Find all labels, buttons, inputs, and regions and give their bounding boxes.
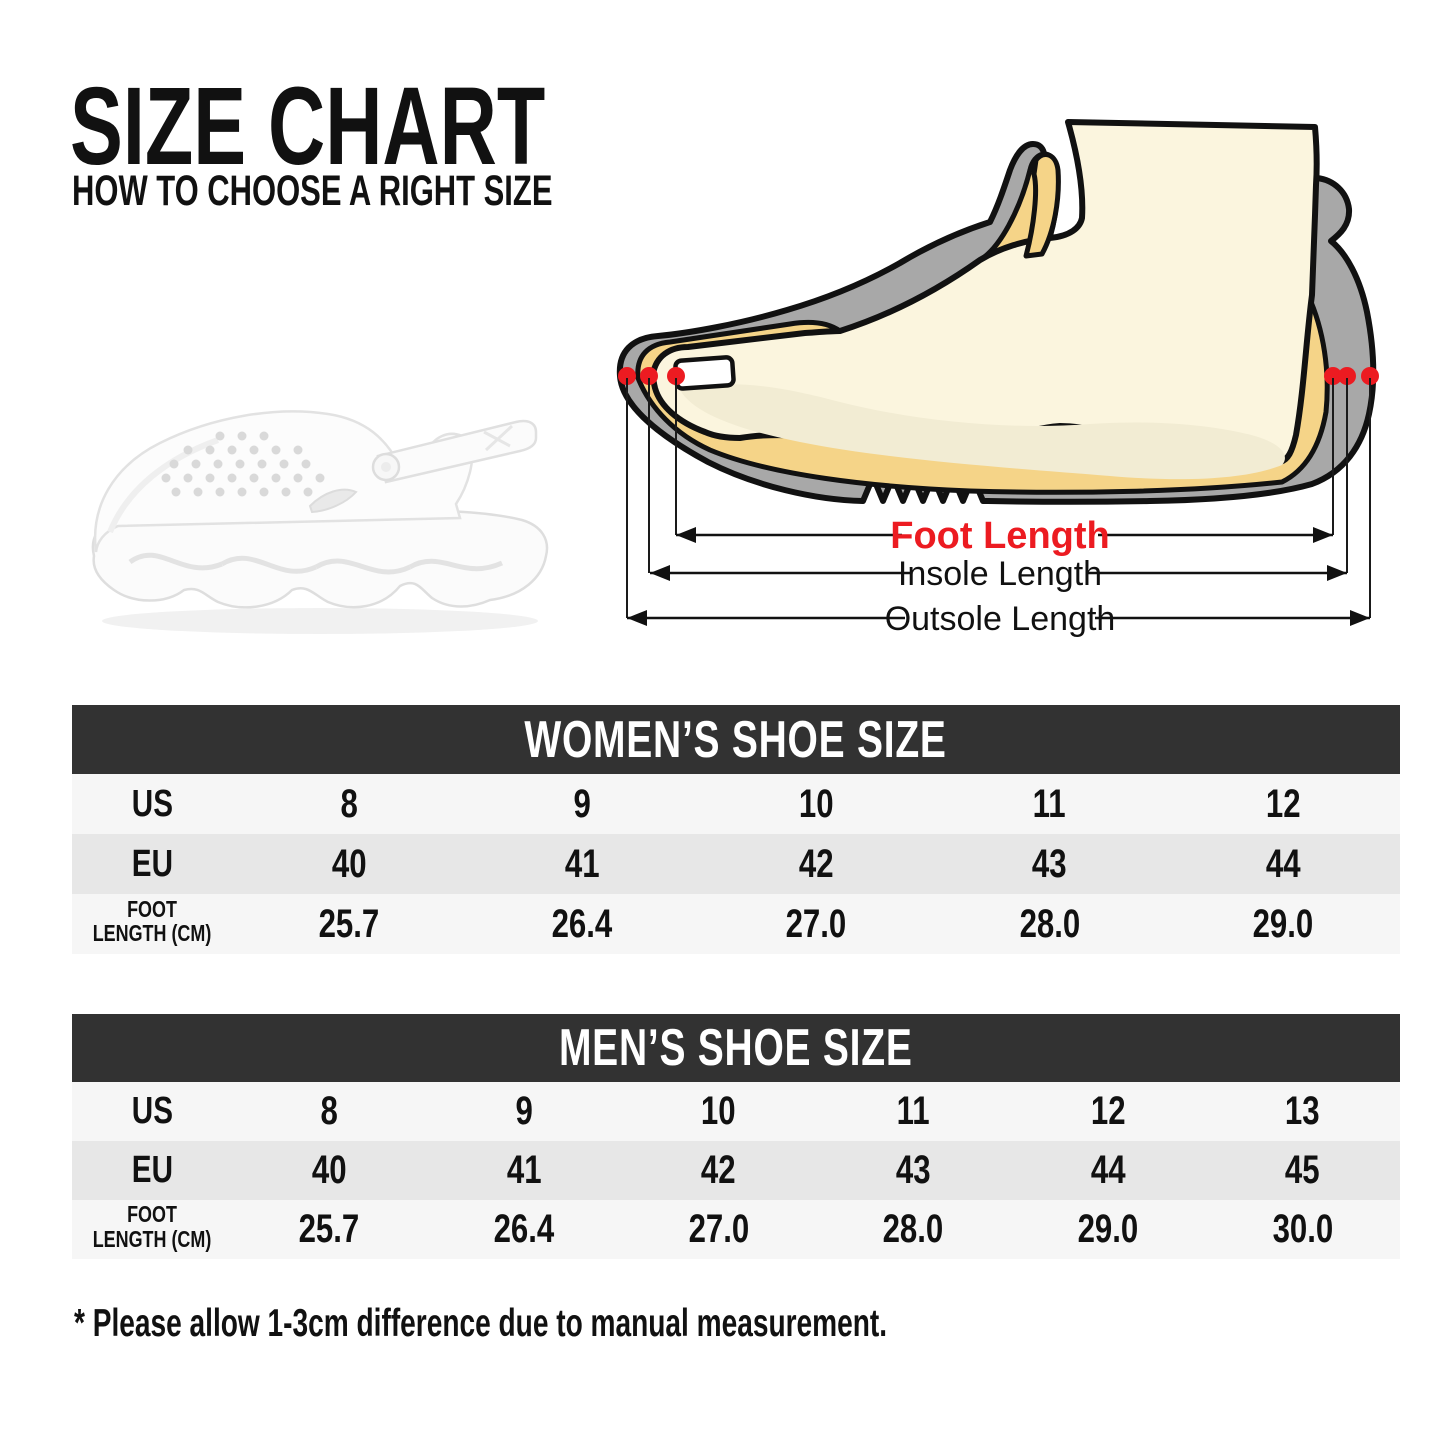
size-value: 40 xyxy=(331,841,367,886)
size-value: 41 xyxy=(565,841,600,886)
outsole-length-label: Outsole Length xyxy=(885,600,1116,638)
size-value: 43 xyxy=(895,1148,931,1192)
size-value: 29.0 xyxy=(1077,1207,1139,1251)
size-row-foot-length (cm): FOOT LENGTH (CM) 25.7 26.4 27.0 28.0 29.0 30.0 xyxy=(72,1200,1400,1259)
foot-sole-shading xyxy=(680,384,1285,480)
foot-measure-diagram: Foot Length Insole Length Outsole Length xyxy=(590,90,1400,650)
women-size-table: WOMEN’S SHOE SIZE US 8 9 10 11 12 EU 40 41 42 43 44… xyxy=(72,705,1400,954)
size-value: 26.4 xyxy=(493,1207,555,1251)
foot-length-label: Foot Length xyxy=(890,515,1109,557)
row-label: EU xyxy=(131,842,173,885)
men-table-title: MEN’S SHOE SIZE xyxy=(559,1019,913,1077)
foot-shape xyxy=(650,119,1320,469)
size-row-eu: EU 40 41 42 43 44 45 xyxy=(72,1141,1400,1200)
vent-holes xyxy=(161,431,325,497)
size-value: 28.0 xyxy=(1019,901,1080,946)
size-value: 8 xyxy=(340,781,358,826)
page-subtitle: HOW TO CHOOSE A RIGHT SIZE xyxy=(72,167,553,215)
size-value: 40 xyxy=(311,1148,347,1192)
size-value: 41 xyxy=(506,1148,542,1192)
size-value: 10 xyxy=(701,1089,737,1133)
row-label: FOOT LENGTH (CM) xyxy=(92,895,212,947)
size-value: 25.7 xyxy=(318,901,380,946)
measure-dots xyxy=(618,367,1379,385)
dimension-arrows xyxy=(627,533,1370,620)
size-value: 45 xyxy=(1285,1148,1321,1192)
clog-shoe-illustration xyxy=(91,410,549,634)
size-value: 11 xyxy=(896,1089,930,1133)
size-value: 26.4 xyxy=(552,901,613,946)
size-value: 30.0 xyxy=(1272,1207,1334,1251)
size-value: 12 xyxy=(1090,1089,1126,1133)
size-value: 9 xyxy=(515,1089,533,1133)
size-value: 29.0 xyxy=(1252,901,1314,946)
size-row-us: US 8 9 10 11 12 xyxy=(72,774,1400,834)
row-label: EU xyxy=(131,1149,173,1191)
men-table-rows: US 8 9 10 11 12 13 EU 40 41 42 43 44 45 FOOT LENGTH (CM… xyxy=(72,1082,1400,1259)
clog-sole xyxy=(91,509,549,609)
foot-diagram-svg: Foot Length Insole Length Outsole Length xyxy=(616,119,1379,638)
size-value: 42 xyxy=(701,1148,737,1192)
size-value: 44 xyxy=(1090,1148,1126,1192)
men-size-table: MEN’S SHOE SIZE US 8 9 10 11 12 13 EU 40 41 42 43 44… xyxy=(72,1014,1400,1259)
size-row-foot-length (cm): FOOT LENGTH (CM) 25.7 26.4 27.0 28.0 29.0 xyxy=(72,894,1400,954)
women-table-header: WOMEN’S SHOE SIZE xyxy=(72,705,1400,774)
arrow-heads xyxy=(627,527,1370,626)
women-table-rows: US 8 9 10 11 12 EU 40 41 42 43 44 FOOT LENGTH (CM) 25.… xyxy=(72,774,1400,954)
side-cutout xyxy=(308,488,358,514)
shoe-shadow xyxy=(102,608,538,634)
size-value: 13 xyxy=(1285,1089,1321,1133)
row-label: US xyxy=(131,782,173,825)
guide-lines xyxy=(626,378,1371,618)
size-value: 12 xyxy=(1265,781,1301,826)
women-table-title: WOMEN’S SHOE SIZE xyxy=(524,710,948,769)
page-title: SIZE CHART xyxy=(70,65,546,188)
measurement-note: * Please allow 1-3cm difference due to m… xyxy=(74,1302,888,1345)
size-value: 8 xyxy=(320,1089,339,1133)
size-value: 9 xyxy=(573,781,592,826)
size-value: 44 xyxy=(1265,841,1301,886)
size-value: 27.0 xyxy=(785,901,847,946)
heel-strap xyxy=(376,419,538,484)
size-value: 10 xyxy=(798,781,834,826)
size-value: 25.7 xyxy=(298,1207,360,1251)
insole-length-label: Insole Length xyxy=(898,555,1102,593)
row-label: FOOT LENGTH (CM) xyxy=(92,1201,212,1252)
men-table-header: MEN’S SHOE SIZE xyxy=(72,1014,1400,1082)
size-value: 43 xyxy=(1032,841,1067,886)
size-row-us: US 8 9 10 11 12 13 xyxy=(72,1082,1400,1141)
row-label: US xyxy=(131,1090,173,1132)
size-value: 28.0 xyxy=(882,1207,944,1251)
size-value: 42 xyxy=(798,841,834,886)
clog-shoe-image xyxy=(70,340,570,652)
size-value: 27.0 xyxy=(688,1207,750,1251)
size-row-eu: EU 40 41 42 43 44 xyxy=(72,834,1400,894)
size-value: 11 xyxy=(1033,781,1067,826)
collar-wedge xyxy=(1023,152,1061,259)
